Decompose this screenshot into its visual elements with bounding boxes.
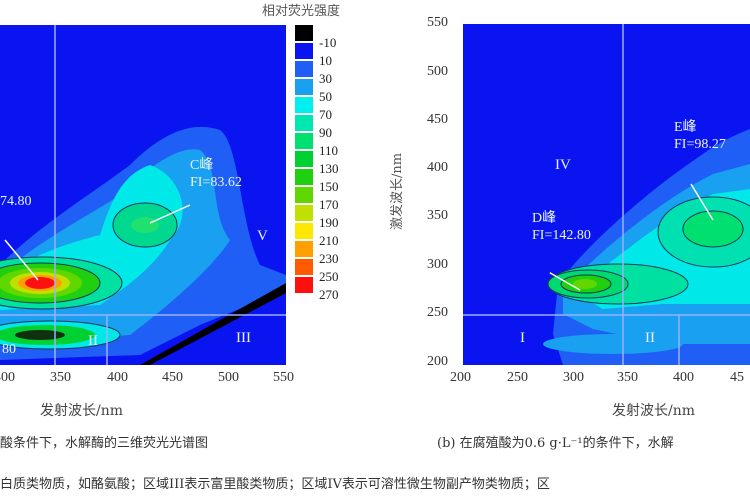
region-label-iv-b: IV <box>555 157 571 173</box>
colorbar-swatch <box>295 223 313 239</box>
region-label-ii-a: II <box>88 333 98 349</box>
colorbar-label: 150 <box>319 179 339 194</box>
y-tick: 300 <box>427 257 448 272</box>
x-tick: 250 <box>507 370 528 385</box>
peak-e-label: E峰 FI=98.27 <box>674 119 726 153</box>
peak-c-fi: FI=83.62 <box>190 175 242 190</box>
colorbar-label: 110 <box>319 143 339 158</box>
caption-b: (b) 在腐殖酸为0.6 g·L⁻¹的条件下，水解 <box>437 436 674 451</box>
colorbar-label: 10 <box>319 53 332 68</box>
x-tick: 350 <box>617 370 638 385</box>
caption-a: 酸条件下，水解酶的三维荧光光谱图 <box>0 436 209 451</box>
x-axis-label-a: 发射波长/nm <box>40 403 124 419</box>
y-axis-label-b: 激发波长/nm <box>390 152 405 230</box>
colorbar-label: -10 <box>319 35 337 50</box>
colorbar: -10 10 30 50 70 90 110 130 150 170 190 2… <box>295 25 375 307</box>
x-tick: 300 <box>563 370 584 385</box>
colorbar-label: 50 <box>319 89 332 104</box>
colorbar-label: 190 <box>319 215 339 230</box>
region-label-iii-a: III <box>236 330 251 346</box>
colorbar-swatch <box>295 79 313 95</box>
y-tick: 350 <box>427 208 448 223</box>
peak-d-fi: FI=142.80 <box>532 228 591 243</box>
y-tick: 200 <box>427 354 448 369</box>
colorbar-label: 170 <box>319 197 339 212</box>
x-tick: 200 <box>450 370 471 385</box>
colorbar-title: 相对荧光强度 <box>262 4 341 19</box>
peak-a-fi: 74.80 <box>0 194 32 209</box>
colorbar-swatch <box>295 259 313 275</box>
contour-plot-b <box>463 24 750 365</box>
peak-e-name: E峰 <box>674 120 697 135</box>
x-tick: 500 <box>218 370 239 385</box>
colorbar-swatch <box>295 187 313 203</box>
colorbar-swatch <box>295 241 313 257</box>
x-tick: 550 <box>273 370 294 385</box>
figure-footnote: 白质类物质，如酪氨酸；区域III表示富里酸类物质；区域IV表示可溶性微生物副产物… <box>0 477 550 492</box>
contour-shapes-b <box>463 24 750 365</box>
y-tick: 450 <box>427 112 448 127</box>
x-tick: 400 <box>673 370 694 385</box>
peak-c-label: C峰 FI=83.62 <box>190 157 242 191</box>
colorbar-label: 210 <box>319 233 339 248</box>
colorbar-label: 130 <box>319 161 339 176</box>
colorbar-swatch <box>295 151 313 167</box>
contour-plot-a-area <box>0 25 286 365</box>
colorbar-swatch <box>295 61 313 77</box>
colorbar-swatch <box>295 97 313 113</box>
y-tick: 550 <box>427 15 448 30</box>
region-label-ii-b: II <box>645 330 655 346</box>
colorbar-label: 250 <box>319 269 339 284</box>
colorbar-label: 30 <box>319 71 332 86</box>
region-label-i-b: I <box>520 330 525 346</box>
x-tick: 400 <box>107 370 128 385</box>
contour-shapes-a <box>0 25 286 365</box>
colorbar-label: 90 <box>319 125 332 140</box>
colorbar-label: 270 <box>319 287 339 302</box>
region-label-v-a: V <box>257 228 268 244</box>
y-tick: 250 <box>427 305 448 320</box>
peak-c-name: C峰 <box>190 158 214 173</box>
colorbar-label: 70 <box>319 107 332 122</box>
peak-d-label: D峰 FI=142.80 <box>532 210 591 244</box>
x-tick: 350 <box>50 370 71 385</box>
y-tick: 500 <box>427 64 448 79</box>
colorbar-swatch <box>295 169 313 185</box>
y-tick: 400 <box>427 160 448 175</box>
colorbar-label: 230 <box>319 251 339 266</box>
x-tick: 300 <box>0 370 15 385</box>
colorbar-swatch <box>295 25 313 41</box>
colorbar-swatch <box>295 43 313 59</box>
colorbar-swatch <box>295 205 313 221</box>
peak-d-name: D峰 <box>532 211 557 226</box>
x-axis-label-b: 发射波长/nm <box>612 403 696 419</box>
colorbar-swatch <box>295 277 313 293</box>
x-tick: 450 <box>162 370 183 385</box>
colorbar-swatch <box>295 115 313 131</box>
peak-low-fi: 80 <box>2 342 16 357</box>
colorbar-swatch <box>295 133 313 149</box>
peak-e-fi: FI=98.27 <box>674 137 726 152</box>
x-tick: 45 <box>730 370 744 385</box>
